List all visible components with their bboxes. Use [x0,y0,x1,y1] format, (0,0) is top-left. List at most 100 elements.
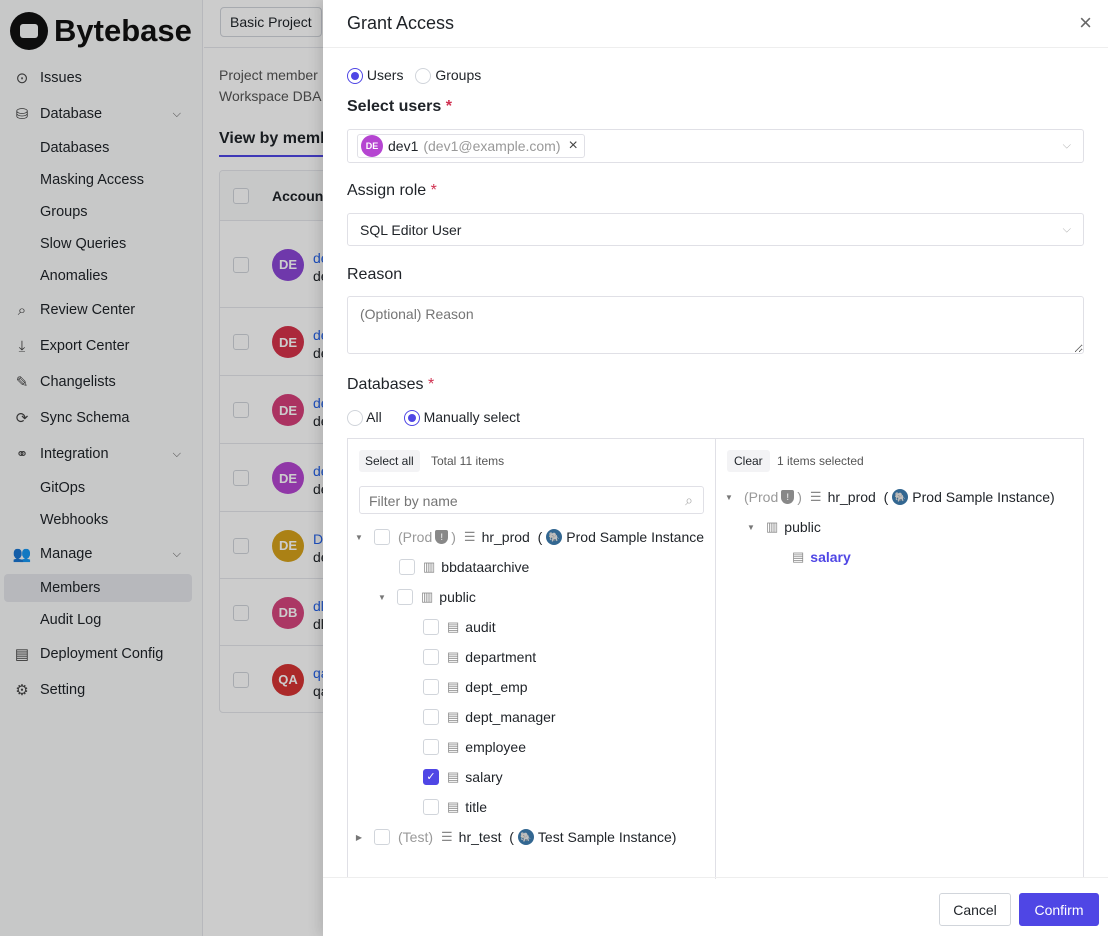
node-checkbox[interactable] [399,559,415,575]
remove-user-icon[interactable]: × [568,137,578,154]
reason-input[interactable] [347,296,1084,354]
table-node[interactable]: ▤ employee [423,732,526,762]
sidebar-item-manage[interactable]: 👥 Manage ⌵ [12,546,181,563]
sidebar-item-deployment-config[interactable]: ▤ Deployment Config [0,640,203,668]
node-checkbox[interactable] [423,679,439,695]
radio-users[interactable]: Users [347,67,403,85]
postgres-icon: 🐘 [546,529,563,545]
select-all-checkbox[interactable] [233,188,249,204]
selected-schema-node[interactable]: ▼ ▥ public [747,519,821,535]
table-node[interactable]: ▤ dept_emp [423,672,528,702]
tab-view-by-members[interactable]: View by memb [219,130,330,147]
table-icon: ▤ [447,799,460,814]
chevron-down-icon[interactable]: ⌵ [172,107,181,120]
source-panel: Select all Total 11 items ⌕ ▼(Prod!)☰hr_… [348,439,716,879]
role-select[interactable]: SQL Editor User ⌵ [347,213,1084,246]
sidebar-item-audit-log[interactable]: Audit Log [40,612,102,628]
table-node[interactable]: ▤ audit [423,612,496,642]
table-node[interactable]: ▤ department [423,642,536,672]
node-checkbox[interactable] [374,529,390,545]
node-checkbox[interactable] [423,739,439,755]
radio-manually-select[interactable]: Manually select [403,409,520,427]
sync-icon: ⟳ [15,410,29,427]
schema-node[interactable]: ▥ bbdataarchive [399,552,529,582]
sidebar-item-database[interactable]: ⛁ Database ⌵ [0,100,203,128]
clear-button[interactable]: Clear [727,450,770,472]
row-checkbox[interactable] [233,537,249,554]
selected-panel: Clear 1 items selected ▼ (Prod!) ☰ hr_prod … [716,439,1084,879]
sidebar-item-anomalies[interactable]: Anomalies [40,268,108,284]
user-chip: DE dev1 (dev1@example.com) × [357,134,585,158]
db-node-hr-prod[interactable]: ▼ (Prod!) ☰ hr_prod (🐘 Prod Sample Instance [355,529,705,545]
sidebar-item-issues[interactable]: ⊙ Issues [0,64,203,92]
select-all-button[interactable]: Select all [359,450,420,472]
table-row[interactable]: QA qa qa [220,646,348,712]
node-checkbox[interactable] [423,619,439,635]
cancel-button[interactable]: Cancel [939,893,1011,926]
sidebar-item-gitops[interactable]: GitOps [40,480,86,496]
member-name[interactable]: dl [313,597,324,614]
row-checkbox[interactable] [233,256,249,273]
project-selector[interactable]: Basic Project [220,7,322,37]
drawer-title: Grant Access [347,13,455,33]
table-icon: ▤ [792,549,805,564]
sidebar-item-sync-schema[interactable]: ⟳ Sync Schema [0,404,203,432]
table-node[interactable]: ▤ title [423,792,487,822]
bytebase-logo[interactable]: Bytebase [10,12,192,50]
chevron-down-icon[interactable]: ⌵ [172,447,181,460]
users-select[interactable]: DE dev1 (dev1@example.com) × ⌵ [347,129,1084,163]
database-icon: ☰ [809,489,822,504]
row-checkbox[interactable] [233,671,249,688]
postgres-icon: 🐘 [517,829,534,845]
avatar: DB [272,596,304,629]
node-checkbox[interactable] [423,709,439,725]
radio-groups[interactable]: Groups [415,67,481,85]
node-checkbox[interactable] [423,799,439,815]
sidebar-item-export-center[interactable]: ⤓ Export Center [0,332,203,360]
selected-db-node[interactable]: ▼ (Prod!) ☰ hr_prod (🐘 Prod Sample Instance) [725,489,1055,505]
filter-input[interactable]: ⌕ [359,486,704,514]
confirm-button[interactable]: Confirm [1019,893,1099,926]
sidebar-item-masking-access[interactable]: Masking Access [40,172,144,188]
row-checkbox[interactable] [233,470,249,486]
total-items: Total 11 items [431,454,505,468]
radio-all-databases[interactable]: All [347,409,382,427]
member-name[interactable]: D [313,530,324,547]
close-icon[interactable]: × [1079,10,1092,35]
chevron-down-icon[interactable]: ⌵ [172,547,181,560]
sidebar-item-setting[interactable]: ⚙ Setting [0,676,203,704]
table-icon: ▤ [447,709,460,724]
reason-label: Reason [347,266,403,283]
node-checkbox[interactable] [423,649,439,665]
sidebar-item-integration[interactable]: ⚭ Integration ⌵ [0,440,203,468]
sidebar-item-changelists[interactable]: ✎ Changelists [0,368,203,396]
chevron-down-icon: ⌵ [1062,139,1071,152]
table-node[interactable]: ✓ ▤ salary [423,762,503,792]
sidebar-item-slow-queries[interactable]: Slow Queries [40,236,127,252]
sidebar-item-members[interactable]: Members [4,574,192,602]
shield-icon: ! [781,490,795,504]
table-node[interactable]: ▤ dept_manager [423,702,556,732]
selected-table-node[interactable]: ▤ salary [792,549,851,565]
review-icon: ⌕ [17,301,27,319]
grant-access-drawer: Grant Access × Users Groups Select users… [323,0,1108,936]
row-checkbox[interactable] [233,334,249,350]
table-row[interactable]: DE D de [220,512,348,579]
row-checkbox[interactable] [233,604,249,621]
table-row[interactable]: DE de de [220,376,348,444]
db-node-hr-test[interactable]: ▶ (Test) ☰ hr_test (🐘 Test Sample Instance) [355,829,677,845]
node-checkbox[interactable] [397,589,413,605]
sidebar-item-groups[interactable]: Groups [40,204,88,220]
select-users-label: Select users * [347,98,452,115]
config-icon: ▤ [14,646,30,663]
sidebar-item-review-center[interactable]: ⌕ Review Center [0,296,203,324]
node-checkbox[interactable] [374,829,390,845]
row-checkbox[interactable] [233,402,249,418]
schema-node[interactable]: ▼ ▥ public [378,589,476,605]
table-row[interactable]: DB dl dl [220,579,348,646]
node-checkbox[interactable]: ✓ [423,769,439,785]
sidebar-item-databases[interactable]: Databases [40,140,110,156]
table-row[interactable]: DE de de [220,308,348,376]
shield-icon: ! [435,530,449,544]
sidebar-item-webhooks[interactable]: Webhooks [40,512,109,528]
